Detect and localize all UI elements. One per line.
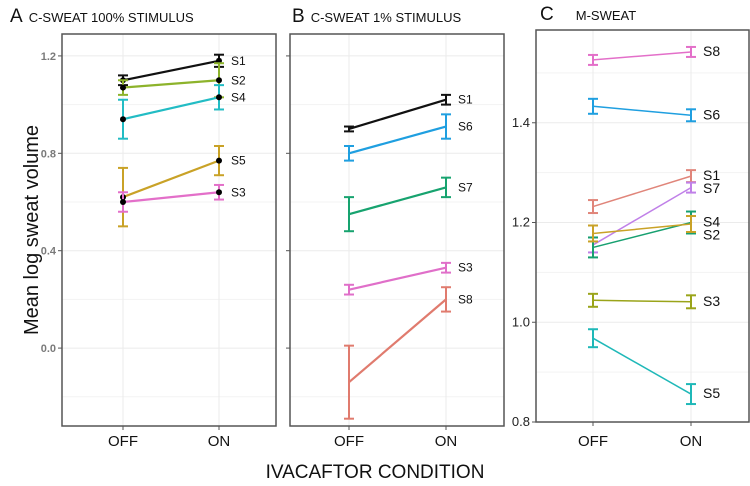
series-label: S7 (458, 180, 473, 194)
series-label: S2 (703, 227, 720, 243)
panel-title: B C-SWEAT 1% STIMULUS (292, 6, 462, 27)
series-S6 (588, 97, 696, 123)
series-S8 (588, 45, 696, 66)
series-label: S5 (703, 385, 720, 401)
series-label: S6 (703, 106, 720, 122)
series-line (592, 223, 692, 235)
series-S7 (344, 176, 451, 233)
series-label: S4 (231, 90, 246, 104)
y-tick-label: 0.0 (41, 343, 56, 355)
series-S1 (588, 169, 696, 215)
data-point (120, 199, 126, 205)
x-tick-label: ON (680, 433, 703, 450)
series-label: S6 (458, 120, 473, 134)
y-tick-label: 0.8 (41, 148, 56, 160)
data-point (216, 157, 222, 164)
y-tick-label: 1.4 (512, 115, 530, 130)
series-label: S4 (703, 214, 720, 230)
series-S5 (588, 328, 696, 406)
series-label: S7 (703, 180, 720, 196)
series-line (592, 186, 692, 246)
series-line (122, 96, 220, 121)
series-label: S3 (231, 185, 246, 199)
series-S4 (588, 210, 696, 259)
series-S4 (118, 84, 224, 140)
series-S1 (344, 93, 451, 133)
series-S7 (588, 181, 696, 254)
panel-letter: A (10, 6, 23, 27)
series-line (122, 159, 220, 199)
series-label: S2 (231, 73, 246, 87)
series-label: S1 (703, 167, 720, 183)
y-tick-label: 1.0 (512, 314, 530, 329)
panel-frame (535, 29, 750, 423)
data-point (120, 84, 126, 91)
panel-title-text: C-SWEAT 1% STIMULUS (311, 10, 462, 25)
series-label: S8 (703, 43, 720, 59)
panel-title-text: M-SWEAT (576, 8, 636, 23)
panel-letter: C (540, 4, 554, 25)
series-line (592, 51, 692, 61)
series-S3 (344, 261, 451, 296)
series-line (592, 221, 692, 249)
series-line (348, 186, 447, 216)
series-line (122, 59, 220, 82)
x-tick-label: OFF (108, 433, 138, 450)
series-line (592, 299, 692, 303)
series-S2 (118, 62, 224, 99)
panel-frame (289, 33, 505, 427)
series-S6 (344, 113, 451, 162)
x-tick-label: OFF (334, 433, 364, 450)
y-tick-label: 0.4 (41, 246, 57, 258)
y-axis-label: Mean log sweat volume (21, 125, 43, 335)
series-S2 (588, 215, 696, 243)
series-S3 (118, 183, 224, 213)
series-label: S1 (458, 93, 473, 107)
series-label: S1 (231, 54, 246, 68)
panel-frame (61, 33, 277, 427)
series-line (122, 191, 220, 204)
series-S8 (344, 286, 451, 420)
y-tick-label: 1.2 (512, 215, 530, 230)
series-label: S8 (458, 292, 473, 306)
panel-title-text: C-SWEAT 100% STIMULUS (29, 10, 194, 25)
series-line (348, 266, 447, 291)
series-line (348, 98, 447, 131)
panel-letter: B (292, 6, 305, 27)
series-line (348, 125, 447, 155)
series-label: S3 (458, 261, 473, 275)
series-line (348, 298, 447, 384)
data-point (216, 189, 222, 196)
y-tick-label: 1.2 (41, 51, 56, 63)
x-tick-label: ON (208, 433, 231, 450)
x-tick-label: OFF (578, 433, 608, 450)
series-S5 (118, 145, 224, 228)
panel-A: 0.0 0.4 0.8 1.2 OFF ON A C-SWEAT 100% STIMULUS S… (10, 6, 277, 450)
series-S3 (588, 292, 696, 310)
x-tick-label: ON (435, 433, 458, 450)
series-line (592, 175, 692, 208)
y-tick-label: 0.8 (512, 414, 530, 429)
panel-title: C M-SWEAT (540, 4, 636, 25)
panel-title: A C-SWEAT 100% STIMULUS (10, 6, 194, 27)
x-axis-label: IVACAFTOR CONDITION (266, 462, 485, 483)
series-line (592, 105, 692, 117)
data-point (216, 77, 222, 84)
data-point (216, 94, 222, 101)
series-line (592, 337, 692, 395)
data-point (120, 116, 126, 123)
series-label: S3 (703, 293, 720, 309)
panel-B: OFF ON B C-SWEAT 1% STIMULUS S1 S6 S7 S3 S8 (286, 6, 505, 450)
series-label: S5 (231, 154, 246, 168)
series-line (122, 79, 220, 89)
